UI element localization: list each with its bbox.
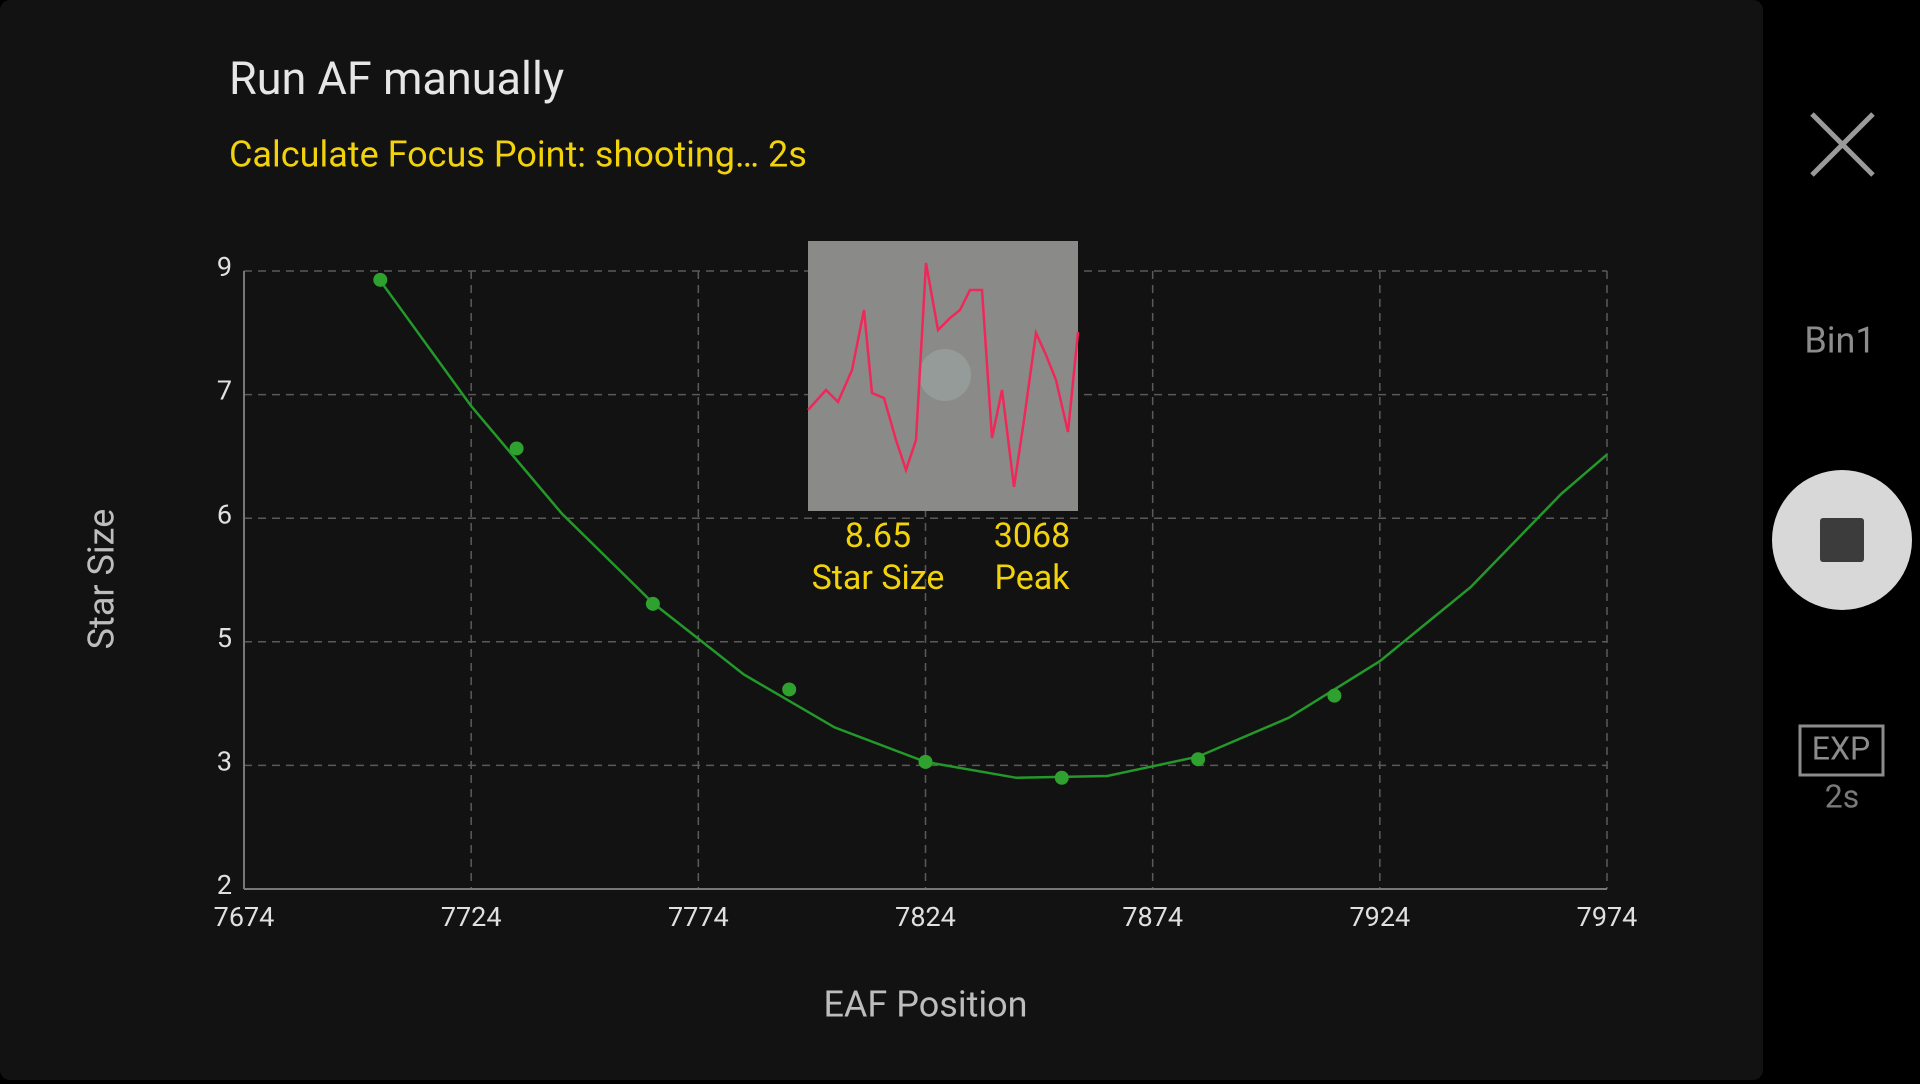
x-tick-label: 7924 xyxy=(1349,901,1410,933)
exp-value: 2s xyxy=(1825,777,1860,815)
x-tick-label: 7874 xyxy=(1122,901,1183,933)
x-tick-label: 7824 xyxy=(895,901,956,933)
dialog-panel xyxy=(0,0,1763,1080)
exp-label: EXP xyxy=(1812,729,1870,767)
star-blob xyxy=(919,349,971,401)
star-profile xyxy=(807,262,1080,488)
y-tick-label: 7 xyxy=(217,375,232,407)
y-axis-title: Star Size xyxy=(81,509,123,650)
exposure-button[interactable]: EXP 2s xyxy=(1798,724,1885,815)
exp-box[interactable] xyxy=(1798,724,1885,777)
fit-curve xyxy=(379,279,1608,780)
x-axis-title: EAF Position xyxy=(823,984,1027,1026)
status-text: Calculate Focus Point: shooting… 2s xyxy=(229,134,807,176)
y-tick-label: 2 xyxy=(217,869,232,901)
data-point xyxy=(1191,752,1206,767)
y-tick-label: 5 xyxy=(217,622,232,654)
bin-button[interactable]: Bin1 xyxy=(1804,320,1875,362)
star-inset: 8.65 Star Size 3068 Peak xyxy=(807,241,1080,598)
data-point xyxy=(1327,688,1342,703)
data-point xyxy=(373,272,388,287)
y-tick-label: 3 xyxy=(217,746,232,778)
y-tick-label: 9 xyxy=(217,251,232,283)
stop-button[interactable] xyxy=(1772,470,1912,610)
x-tick-label: 7974 xyxy=(1577,901,1638,933)
star-size-label: Star Size xyxy=(812,558,945,598)
star-size-value: 8.65 xyxy=(845,516,911,556)
dialog-title: Run AF manually xyxy=(229,52,564,105)
data-point xyxy=(509,441,524,456)
data-point xyxy=(645,596,660,611)
data-point xyxy=(918,754,933,769)
x-tick-label: 7674 xyxy=(214,901,275,933)
peak-value: 3068 xyxy=(994,516,1070,556)
x-tick-label: 7774 xyxy=(668,901,729,933)
peak-label: Peak xyxy=(995,558,1071,598)
data-point xyxy=(782,682,797,697)
stop-icon xyxy=(1820,518,1864,562)
data-point xyxy=(1054,770,1069,785)
x-tick-label: 7724 xyxy=(441,901,502,933)
plot: 2 3 5 6 7 9 7674 7724 7774 7824 7874 7924 7974 EAF Po… xyxy=(81,251,1638,1025)
y-tick-label: 6 xyxy=(217,498,232,530)
close-icon xyxy=(1810,112,1875,177)
close-button[interactable] xyxy=(1800,102,1884,186)
